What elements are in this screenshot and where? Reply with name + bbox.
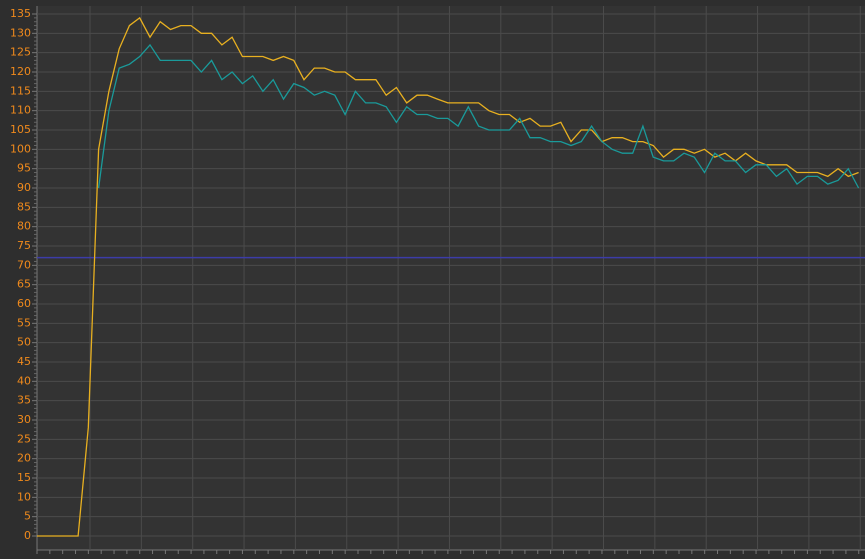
y-tick-label: 20 <box>17 452 31 465</box>
y-tick-label: 125 <box>10 46 31 59</box>
y-tick-label: 105 <box>10 123 31 136</box>
y-tick-label: 90 <box>17 181 31 194</box>
y-tick-label: 10 <box>17 490 31 503</box>
y-tick-label: 35 <box>17 394 31 407</box>
y-tick-label: 110 <box>10 104 31 117</box>
series-line <box>97 43 860 189</box>
plot-area <box>37 6 865 550</box>
y-tick-label: 40 <box>17 374 31 387</box>
y-tick-label: 70 <box>17 258 31 271</box>
y-tick-label: 30 <box>17 413 31 426</box>
y-tick-label: 75 <box>17 239 31 252</box>
y-tick-label: 15 <box>17 471 31 484</box>
y-tick-label: 80 <box>17 220 31 233</box>
y-tick-label: 25 <box>17 432 31 445</box>
y-tick-label: 65 <box>17 278 31 291</box>
y-tick-label: 100 <box>10 142 31 155</box>
series-line <box>37 16 859 537</box>
y-tick-label: 120 <box>10 65 31 78</box>
y-tick-label: 95 <box>17 162 31 175</box>
y-tick-label: 135 <box>10 7 31 20</box>
y-tick-label: 50 <box>17 336 31 349</box>
y-tick-label: 55 <box>17 316 31 329</box>
y-tick-label: 115 <box>10 84 31 97</box>
y-tick-label: 60 <box>17 297 31 310</box>
y-tick-label: 130 <box>10 26 31 39</box>
y-tick-label: 5 <box>24 510 31 523</box>
y-tick-label: 0 <box>24 529 31 542</box>
y-tick-label: 85 <box>17 200 31 213</box>
y-tick-label: 45 <box>17 355 31 368</box>
